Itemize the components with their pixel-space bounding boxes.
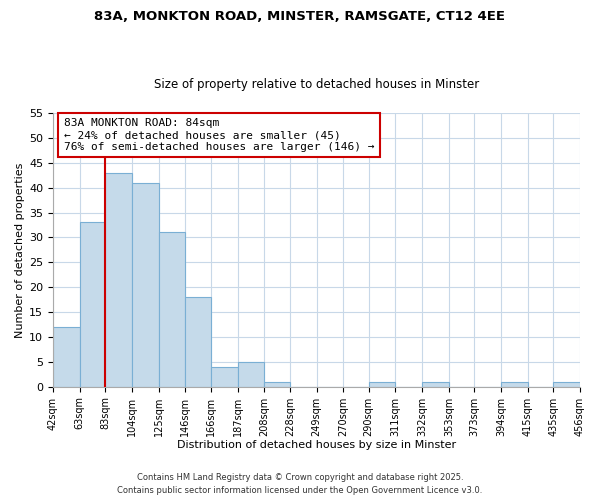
Bar (80, 222, 105, 386)
Bar (501, 382, 528, 386)
Text: Contains HM Land Registry data © Crown copyright and database right 2025.
Contai: Contains HM Land Registry data © Crown c… (118, 474, 482, 495)
Bar (211, 367, 238, 386)
Bar (53, 327, 80, 386)
Bar (422, 382, 449, 386)
Title: Size of property relative to detached houses in Minster: Size of property relative to detached ho… (154, 78, 479, 91)
Bar (553, 382, 580, 386)
Bar (238, 362, 265, 386)
Bar (158, 232, 185, 386)
Bar (265, 382, 290, 386)
Bar (132, 182, 158, 386)
Bar (368, 382, 395, 386)
Y-axis label: Number of detached properties: Number of detached properties (15, 162, 25, 338)
Bar (105, 172, 132, 386)
X-axis label: Distribution of detached houses by size in Minster: Distribution of detached houses by size … (177, 440, 456, 450)
Text: 83A MONKTON ROAD: 84sqm
← 24% of detached houses are smaller (45)
76% of semi-de: 83A MONKTON ROAD: 84sqm ← 24% of detache… (64, 118, 374, 152)
Text: 83A, MONKTON ROAD, MINSTER, RAMSGATE, CT12 4EE: 83A, MONKTON ROAD, MINSTER, RAMSGATE, CT… (95, 10, 505, 23)
Bar (185, 297, 211, 386)
